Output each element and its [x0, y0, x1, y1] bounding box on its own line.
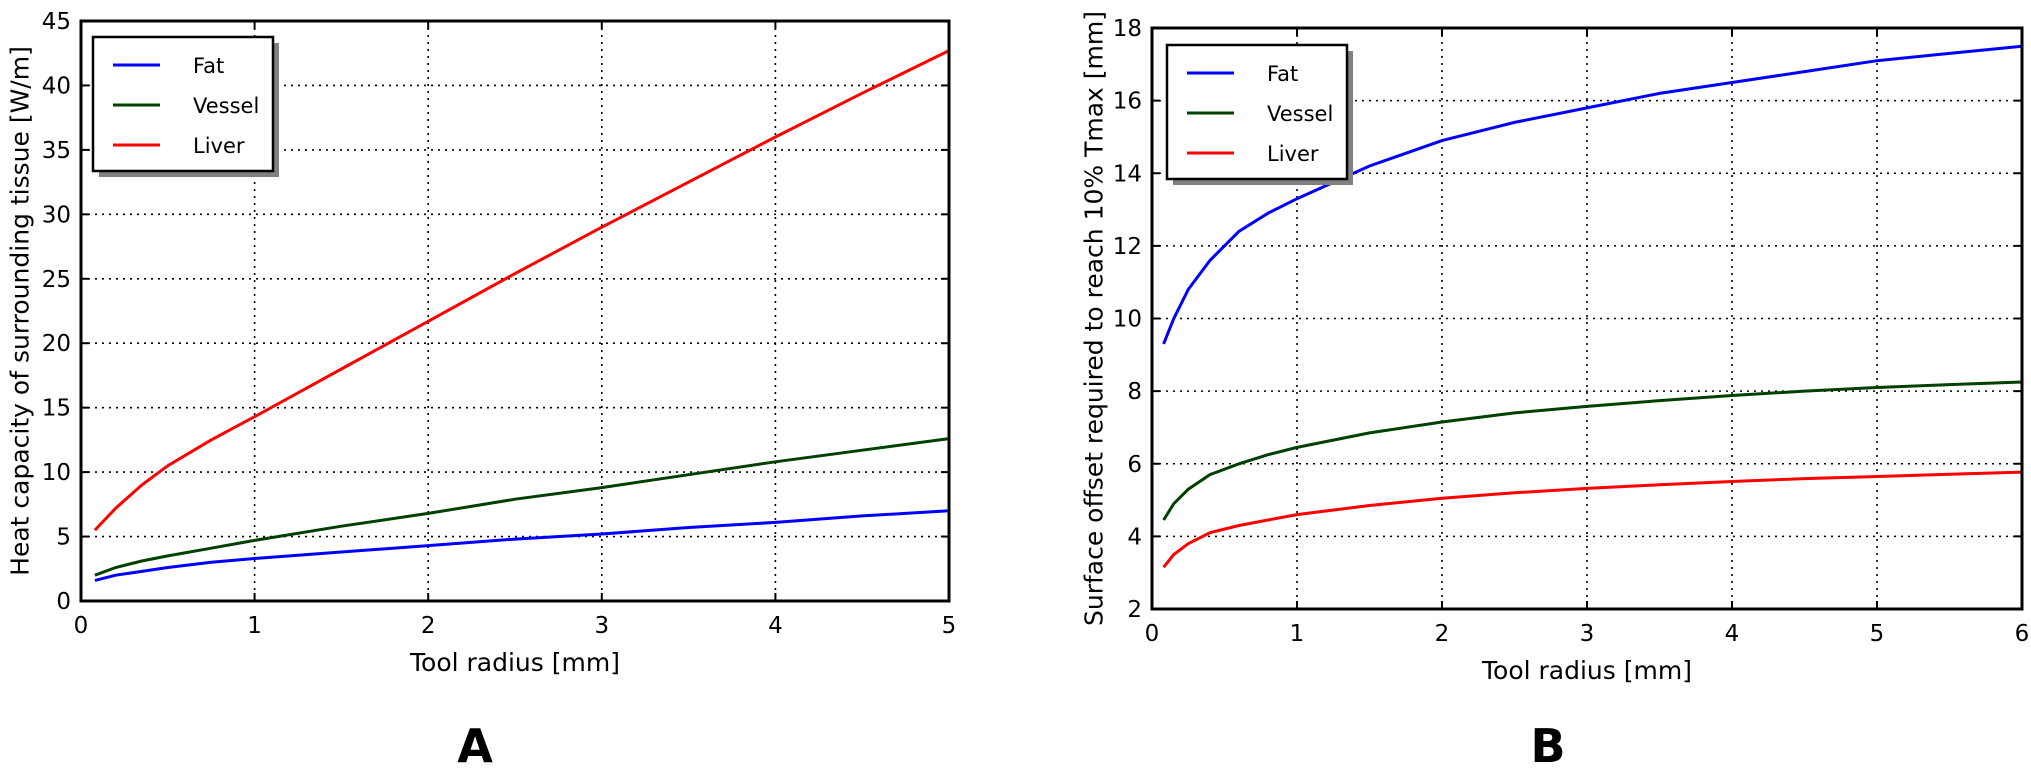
x-tick-label: 1 [247, 613, 262, 639]
x-tick-label: 2 [421, 613, 436, 639]
y-tick-label: 4 [1127, 524, 1142, 550]
y-tick-label: 2 [1127, 597, 1142, 623]
x-tick-label: 3 [594, 613, 609, 639]
panel-letter: B [1530, 719, 1565, 772]
y-tick-label: 8 [1127, 379, 1142, 405]
y-tick-label: 40 [42, 73, 71, 99]
y-tick-label: 6 [1127, 452, 1142, 478]
x-tick-label: 0 [1145, 621, 1160, 647]
x-axis-label: Tool radius [mm] [409, 648, 620, 677]
series-line-vessel [94, 437, 950, 577]
x-axis-label: Tool radius [mm] [1481, 656, 1692, 685]
x-tick-label: 0 [74, 613, 89, 639]
y-tick-label: 25 [42, 267, 71, 293]
series-line-fat [94, 509, 950, 582]
legend: Fat Vessel Liver [91, 35, 279, 177]
y-tick-label: 35 [42, 138, 71, 164]
series-line-liver [1162, 470, 2023, 569]
legend-label-vessel: Vessel [193, 94, 259, 118]
panel-letter: A [457, 719, 493, 772]
legend-label-fat: Fat [1267, 62, 1298, 86]
x-tick-label: 2 [1435, 621, 1450, 647]
y-tick-label: 14 [1113, 161, 1142, 187]
legend-label-vessel: Vessel [1267, 102, 1333, 126]
legend-label-liver: Liver [1267, 142, 1319, 166]
plot-frame [79, 19, 951, 603]
y-tick-label: 16 [1113, 89, 1142, 115]
y-tick-label: 5 [56, 525, 71, 551]
series-line-fat [1162, 44, 2023, 345]
x-tick-label: 1 [1290, 621, 1305, 647]
x-tick-label: 4 [1725, 621, 1740, 647]
legend-label-fat: Fat [193, 54, 224, 78]
y-tick-label: 0 [56, 589, 71, 615]
y-tick-label: 10 [1113, 307, 1142, 333]
y-tick-label: 45 [42, 9, 71, 35]
y-tick-label: 10 [42, 460, 71, 486]
x-tick-label: 4 [768, 613, 783, 639]
x-tick-label: 3 [1580, 621, 1595, 647]
y-tick-label: 20 [42, 331, 71, 357]
legend-label-liver: Liver [193, 134, 245, 158]
y-axis-label: Surface offset required to reach 10% Tma… [1080, 11, 1109, 626]
y-tick-label: 15 [42, 396, 71, 422]
legend: Fat Vessel Liver [1165, 43, 1353, 185]
y-tick-label: 30 [42, 202, 71, 228]
y-axis-label: Heat capacity of surrounding tissue [W/m… [6, 46, 35, 576]
x-tick-label: 6 [2015, 621, 2030, 647]
x-tick-label: 5 [1870, 621, 1885, 647]
y-tick-label: 12 [1113, 234, 1142, 260]
series-line-vessel [1162, 380, 2023, 521]
x-tick-label: 5 [942, 613, 957, 639]
y-tick-label: 18 [1113, 16, 1142, 42]
series-line-liver [93, 49, 950, 532]
